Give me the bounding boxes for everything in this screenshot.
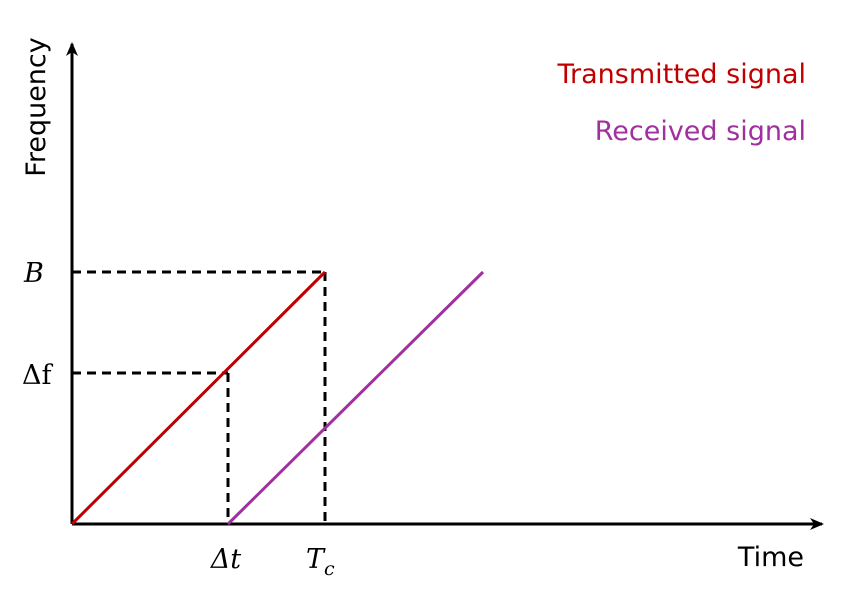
- guides: [72, 270, 327, 524]
- chirp-time-sub: c: [324, 558, 335, 580]
- received-signal: [226, 270, 485, 526]
- y-axis-label: Frequency: [21, 37, 52, 177]
- bandwidth-label: B: [23, 258, 44, 289]
- legend-entry: Received signal: [595, 116, 806, 147]
- delta-f-label: Δf: [22, 360, 53, 391]
- x-axis-label: Time: [737, 542, 804, 573]
- chirp-time-base: T: [306, 544, 326, 575]
- legend-entry: Transmitted signal: [556, 59, 806, 90]
- transmitted-signal: [70, 270, 327, 526]
- delta-t-label: Δt: [210, 544, 241, 575]
- chirp-time-label: Tc: [306, 544, 335, 580]
